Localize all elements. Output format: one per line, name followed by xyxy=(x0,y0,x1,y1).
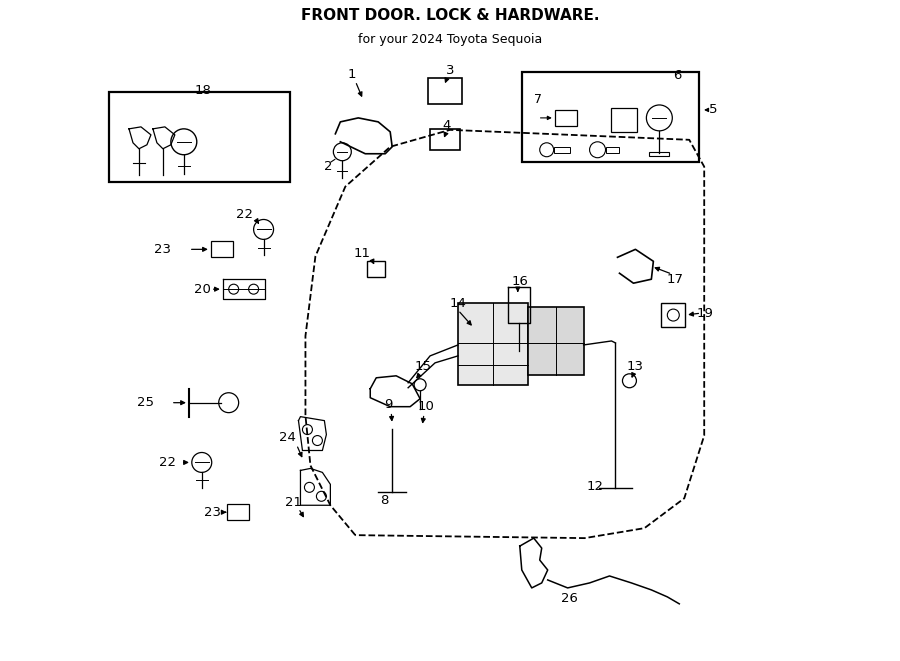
Text: 8: 8 xyxy=(380,494,389,507)
Text: for your 2024 Toyota Sequoia: for your 2024 Toyota Sequoia xyxy=(358,33,542,46)
Text: 14: 14 xyxy=(449,297,466,309)
Text: 11: 11 xyxy=(354,247,371,260)
Bar xyxy=(650,152,670,156)
Text: 2: 2 xyxy=(324,160,333,173)
Text: 4: 4 xyxy=(443,120,451,132)
Text: FRONT DOOR. LOCK & HARDWARE.: FRONT DOOR. LOCK & HARDWARE. xyxy=(301,8,599,23)
Bar xyxy=(662,303,685,327)
Text: 22: 22 xyxy=(159,456,176,469)
Bar xyxy=(611,108,637,132)
Text: 26: 26 xyxy=(562,592,578,605)
Text: 21: 21 xyxy=(285,496,302,509)
Text: 20: 20 xyxy=(194,283,212,295)
Text: 23: 23 xyxy=(204,506,221,519)
Text: 3: 3 xyxy=(446,63,454,77)
Text: 23: 23 xyxy=(155,243,171,256)
Text: 25: 25 xyxy=(138,396,155,409)
Text: 12: 12 xyxy=(587,480,604,493)
Text: 18: 18 xyxy=(194,83,212,97)
Text: 13: 13 xyxy=(627,360,644,373)
Bar xyxy=(458,303,527,385)
Bar xyxy=(606,147,619,153)
Text: 15: 15 xyxy=(415,360,432,373)
Text: 5: 5 xyxy=(709,103,717,116)
Bar xyxy=(554,147,570,153)
Bar xyxy=(428,78,462,104)
Text: 6: 6 xyxy=(673,69,681,81)
Bar xyxy=(227,504,248,520)
Bar xyxy=(109,92,291,182)
Text: 10: 10 xyxy=(418,400,435,413)
Bar xyxy=(211,241,233,257)
Text: 7: 7 xyxy=(534,93,542,106)
Bar xyxy=(527,307,583,375)
Text: 24: 24 xyxy=(279,431,296,444)
Text: 9: 9 xyxy=(384,398,392,411)
Bar xyxy=(430,129,460,150)
Text: 16: 16 xyxy=(511,275,528,288)
Text: 19: 19 xyxy=(697,307,714,319)
Bar xyxy=(522,72,699,162)
Text: 22: 22 xyxy=(236,208,253,221)
Text: 1: 1 xyxy=(348,67,356,81)
Bar xyxy=(554,110,577,126)
Bar xyxy=(367,261,385,277)
Text: 17: 17 xyxy=(667,273,684,286)
